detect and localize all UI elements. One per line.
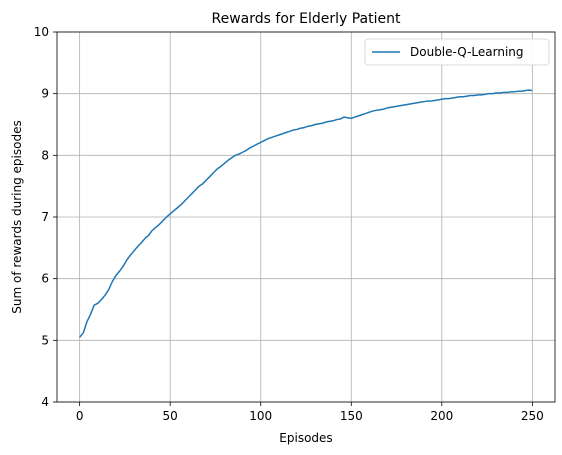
x-axis-label: Episodes xyxy=(279,431,332,445)
x-tick-label: 50 xyxy=(163,409,178,423)
x-axis-ticks: 0 50 100 150 200 250 xyxy=(76,402,544,423)
y-tick-label: 4 xyxy=(41,395,49,409)
chart-title: Rewards for Elderly Patient xyxy=(212,11,401,27)
x-tick-label: 200 xyxy=(430,409,453,423)
x-tick-label: 100 xyxy=(249,409,272,423)
y-tick-label: 6 xyxy=(41,272,49,286)
y-tick-label: 8 xyxy=(41,148,49,162)
x-tick-label: 0 xyxy=(76,409,84,423)
legend-label: Double-Q-Learning xyxy=(410,45,524,59)
x-tick-label: 250 xyxy=(521,409,544,423)
y-axis-label: Sum of rewards during episodes xyxy=(10,120,24,313)
series-line xyxy=(79,89,533,338)
legend: Double-Q-Learning xyxy=(364,38,550,66)
y-tick-label: 5 xyxy=(41,333,49,347)
y-tick-label: 10 xyxy=(34,25,49,39)
series-layer xyxy=(79,89,533,338)
legend-box xyxy=(364,38,550,66)
y-tick-label: 9 xyxy=(41,87,49,101)
y-axis-ticks: 4 5 6 7 8 9 10 xyxy=(34,25,57,409)
y-tick-label: 7 xyxy=(41,210,49,224)
x-tick-label: 150 xyxy=(340,409,363,423)
